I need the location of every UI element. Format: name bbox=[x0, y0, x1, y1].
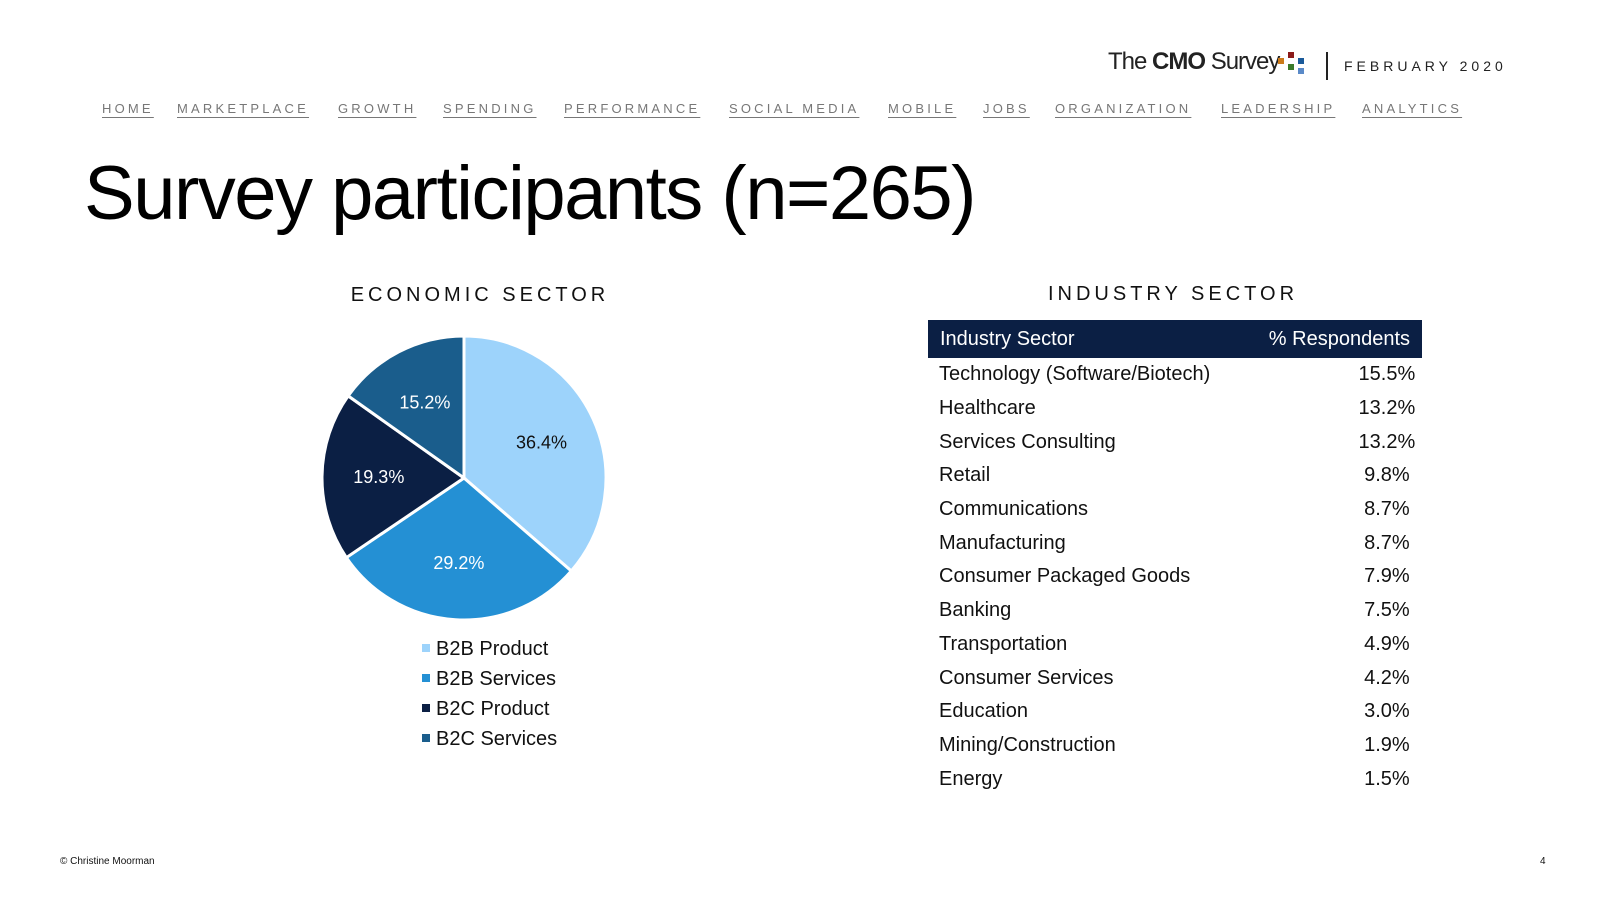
industry-name-cell: Transportation bbox=[939, 632, 1068, 655]
top-nav: HOME MARKETPLACE GROWTH SPENDING PERFORMANCE… bbox=[102, 101, 1522, 121]
brand-divider bbox=[1326, 52, 1328, 80]
table-row: Energy 1.5% bbox=[928, 762, 1422, 796]
logo-suffix: Survey bbox=[1205, 48, 1281, 75]
logo-dot bbox=[1298, 68, 1304, 74]
pie-data-label: 19.3% bbox=[353, 467, 404, 487]
pie-data-label: 15.2% bbox=[399, 392, 450, 412]
pie-slice-b2c-product bbox=[320, 393, 467, 560]
logo-prefix: The bbox=[1108, 48, 1153, 75]
logo-dot bbox=[1298, 58, 1304, 64]
table-row: Retail 9.8% bbox=[928, 459, 1422, 493]
nav-link-organization[interactable]: ORGANIZATION bbox=[1055, 101, 1192, 116]
respondents-percent-cell: 9.8% bbox=[1364, 464, 1410, 487]
industry-name-cell: Manufacturing bbox=[939, 531, 1066, 554]
nav-link-marketplace[interactable]: MARKETPLACE bbox=[177, 101, 310, 116]
respondents-percent-cell: 1.5% bbox=[1364, 767, 1410, 790]
cmo-survey-logo[interactable]: The CMO Survey bbox=[1108, 48, 1281, 76]
respondents-percent-cell: 13.2% bbox=[1358, 430, 1416, 453]
copyright-footer: © Christine Moorman bbox=[60, 856, 155, 867]
respondents-percent-cell: 7.5% bbox=[1364, 599, 1410, 622]
legend-swatch bbox=[422, 673, 430, 682]
industry-name-cell: Banking bbox=[939, 599, 1012, 622]
nav-link-home[interactable]: HOME bbox=[102, 101, 154, 116]
column-header-industry: Industry Sector bbox=[928, 320, 1232, 358]
nav-link-social-media[interactable]: SOCIAL MEDIA bbox=[729, 101, 860, 116]
economic-sector-pie-chart: 36.4% 29.2% 19.3% 15.2% bbox=[320, 334, 608, 622]
respondents-percent-cell: 4.9% bbox=[1364, 632, 1410, 655]
logo-dot bbox=[1288, 64, 1294, 70]
logo-dot bbox=[1288, 52, 1294, 58]
logo-dot bbox=[1278, 58, 1284, 64]
nav-link-mobile[interactable]: MOBILE bbox=[888, 101, 957, 116]
table-row: Transportation 4.9% bbox=[928, 628, 1422, 662]
table-row: Mining/Construction 1.9% bbox=[928, 729, 1422, 763]
legend-swatch bbox=[422, 703, 430, 712]
nav-link-analytics[interactable]: ANALYTICS bbox=[1362, 101, 1463, 116]
nav-link-performance[interactable]: PERFORMANCE bbox=[564, 101, 701, 116]
legend-item: B2C Product bbox=[422, 696, 557, 726]
table-row: Technology (Software/Biotech) 15.5% bbox=[928, 358, 1422, 392]
pie-slice-b2c-services bbox=[346, 334, 466, 481]
table-row: Consumer Services 4.2% bbox=[928, 661, 1422, 695]
table-row: Healthcare 13.2% bbox=[928, 392, 1422, 426]
respondents-percent-cell: 4.2% bbox=[1364, 666, 1410, 689]
table-row: Banking 7.5% bbox=[928, 594, 1422, 628]
legend-item: B2B Services bbox=[422, 666, 557, 696]
respondents-percent-cell: 3.0% bbox=[1364, 700, 1410, 723]
legend-swatch bbox=[422, 733, 430, 742]
industry-name-cell: Energy bbox=[939, 767, 1003, 790]
industry-name-cell: Consumer Services bbox=[939, 666, 1114, 689]
page-number: 4 bbox=[1540, 856, 1546, 867]
table-row: Education 3.0% bbox=[928, 695, 1422, 729]
column-header-respondents: % Respondents bbox=[1231, 320, 1422, 358]
nav-link-spending[interactable]: SPENDING bbox=[443, 101, 537, 116]
respondents-percent-cell: 8.7% bbox=[1364, 531, 1410, 554]
legend-label: B2B Product bbox=[436, 638, 549, 660]
industry-name-cell: Education bbox=[939, 700, 1028, 723]
brand-header: The CMO Survey FEBRUARY 2020 bbox=[1108, 46, 1548, 86]
table-header-row: Industry Sector % Respondents bbox=[928, 320, 1422, 358]
pie-slice-b2b-services bbox=[344, 476, 574, 622]
respondents-percent-cell: 8.7% bbox=[1364, 498, 1410, 521]
respondents-percent-cell: 7.9% bbox=[1364, 565, 1410, 588]
table-row: Manufacturing 8.7% bbox=[928, 526, 1422, 560]
respondents-percent-cell: 1.9% bbox=[1364, 733, 1410, 756]
legend-swatch bbox=[422, 643, 430, 652]
industry-name-cell: Communications bbox=[939, 498, 1088, 521]
industry-sector-table: Industry Sector % Respondents Technology… bbox=[928, 320, 1422, 796]
pie-slice-b2b-product bbox=[462, 334, 608, 574]
report-date: FEBRUARY 2020 bbox=[1344, 58, 1507, 74]
legend-label: B2C Services bbox=[436, 728, 558, 750]
industry-name-cell: Technology (Software/Biotech) bbox=[939, 363, 1211, 386]
nav-link-growth[interactable]: GROWTH bbox=[338, 101, 417, 116]
nav-link-jobs[interactable]: JOBS bbox=[983, 101, 1030, 116]
legend-item: B2C Services bbox=[422, 726, 557, 756]
pie-data-label: 29.2% bbox=[433, 553, 484, 573]
logo-dots-icon bbox=[1278, 48, 1318, 78]
nav-link-leadership[interactable]: LEADERSHIP bbox=[1221, 101, 1336, 116]
industry-name-cell: Consumer Packaged Goods bbox=[939, 565, 1191, 588]
industry-sector-title: INDUSTRY SECTOR bbox=[1047, 283, 1299, 305]
industry-name-cell: Retail bbox=[939, 464, 991, 487]
legend-item: B2B Product bbox=[422, 636, 557, 666]
table-row: Consumer Packaged Goods 7.9% bbox=[928, 560, 1422, 594]
respondents-percent-cell: 15.5% bbox=[1358, 363, 1416, 386]
legend-label: B2B Services bbox=[436, 668, 557, 690]
industry-name-cell: Healthcare bbox=[939, 397, 1036, 420]
table-row: Services Consulting 13.2% bbox=[928, 425, 1422, 459]
industry-name-cell: Mining/Construction bbox=[939, 733, 1116, 756]
logo-strong: CMO bbox=[1152, 48, 1206, 75]
pie-data-label: 36.4% bbox=[516, 433, 567, 453]
industry-name-cell: Services Consulting bbox=[939, 430, 1116, 453]
table-row: Communications 8.7% bbox=[928, 493, 1422, 527]
legend-label: B2C Product bbox=[436, 698, 550, 720]
respondents-percent-cell: 13.2% bbox=[1358, 397, 1416, 420]
economic-sector-title: ECONOMIC SECTOR bbox=[350, 284, 610, 306]
pie-legend: B2B Product B2B Services B2C Product B2C Se… bbox=[422, 636, 557, 756]
page-title: Survey participants (n=265) bbox=[84, 151, 976, 236]
